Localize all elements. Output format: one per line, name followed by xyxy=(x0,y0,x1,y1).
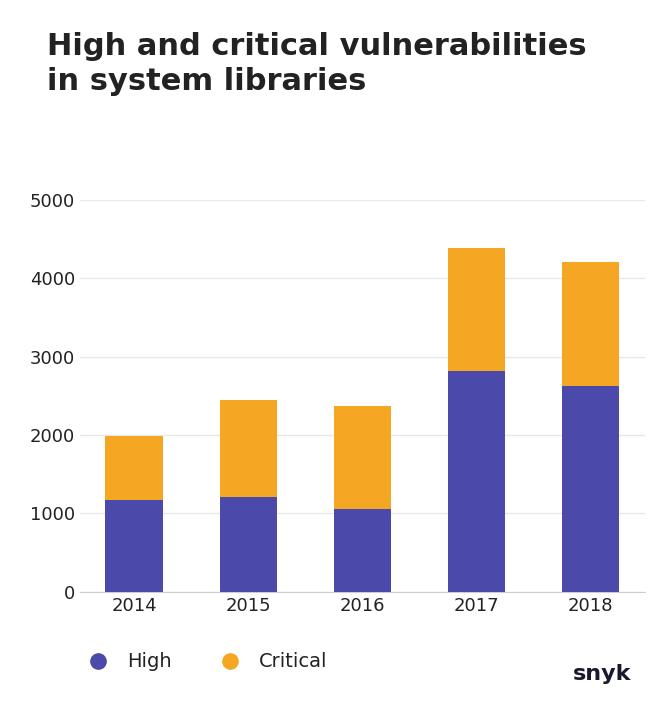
Bar xyxy=(106,436,162,500)
Bar xyxy=(106,500,162,592)
Bar xyxy=(448,371,505,592)
Bar xyxy=(219,399,277,497)
Bar xyxy=(334,406,391,508)
Bar xyxy=(448,248,505,371)
Text: snyk: snyk xyxy=(573,665,632,684)
Text: High and critical vulnerabilities
in system libraries: High and critical vulnerabilities in sys… xyxy=(47,32,586,96)
Bar xyxy=(563,386,619,592)
Bar xyxy=(219,497,277,592)
Bar xyxy=(563,262,619,386)
Legend: High, Critical: High, Critical xyxy=(78,652,327,672)
Bar xyxy=(334,508,391,592)
